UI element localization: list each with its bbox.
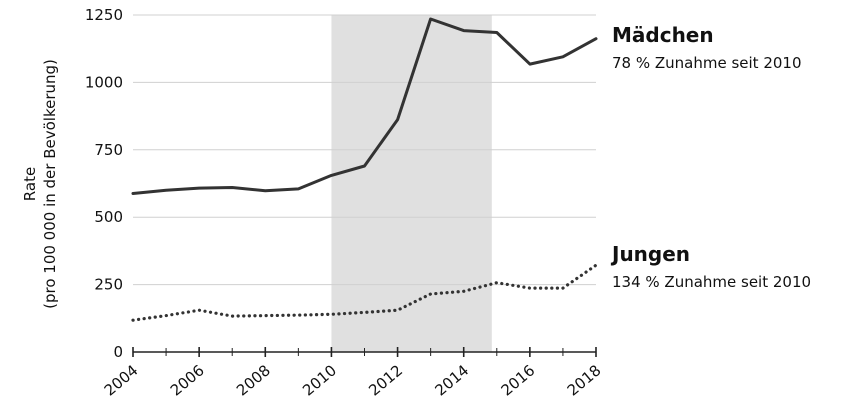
shaded-period: [331, 15, 492, 352]
x-tick-labels: 2004 2006 2008 2010 2012 2014 2016 2018: [101, 361, 605, 399]
y-axis-title-line1: Rate: [21, 167, 39, 201]
y-tick-label: 1000: [85, 73, 123, 91]
y-tick-label: 750: [94, 141, 123, 159]
series-annotation-jungen: 134 % Zunahme seit 2010: [612, 273, 811, 291]
series-line-0: [131, 17, 598, 195]
y-tick-label: 0: [113, 343, 123, 361]
series-lines: [131, 17, 598, 322]
x-tick-label: 2014: [431, 361, 472, 399]
y-axis-title-line2: (pro 100 000 in der Bevölkerung): [41, 59, 59, 309]
y-tick-label: 1250: [85, 6, 123, 24]
x-tick-label: 2018: [564, 361, 605, 399]
x-tick-label: 2008: [233, 361, 274, 399]
series-annotation-maedchen: 78 % Zunahme seit 2010: [612, 54, 802, 72]
x-tick-label: 2006: [167, 361, 208, 399]
series-line-1: [131, 263, 598, 322]
y-tick-labels: 0 250 500 750 1000 1250: [85, 6, 123, 361]
x-tick-label: 2016: [498, 361, 539, 399]
series-label-jungen: Jungen: [610, 242, 690, 266]
y-tick-label: 500: [94, 208, 123, 226]
gridlines: [133, 14, 596, 286]
x-axis: [132, 347, 597, 357]
x-tick-label: 2004: [101, 361, 142, 399]
y-tick-label: 250: [94, 276, 123, 294]
x-tick-label: 2012: [365, 361, 406, 399]
shaded-region: [331, 15, 492, 352]
series-label-maedchen: Mädchen: [612, 23, 714, 47]
x-tick-label: 2010: [299, 361, 340, 399]
